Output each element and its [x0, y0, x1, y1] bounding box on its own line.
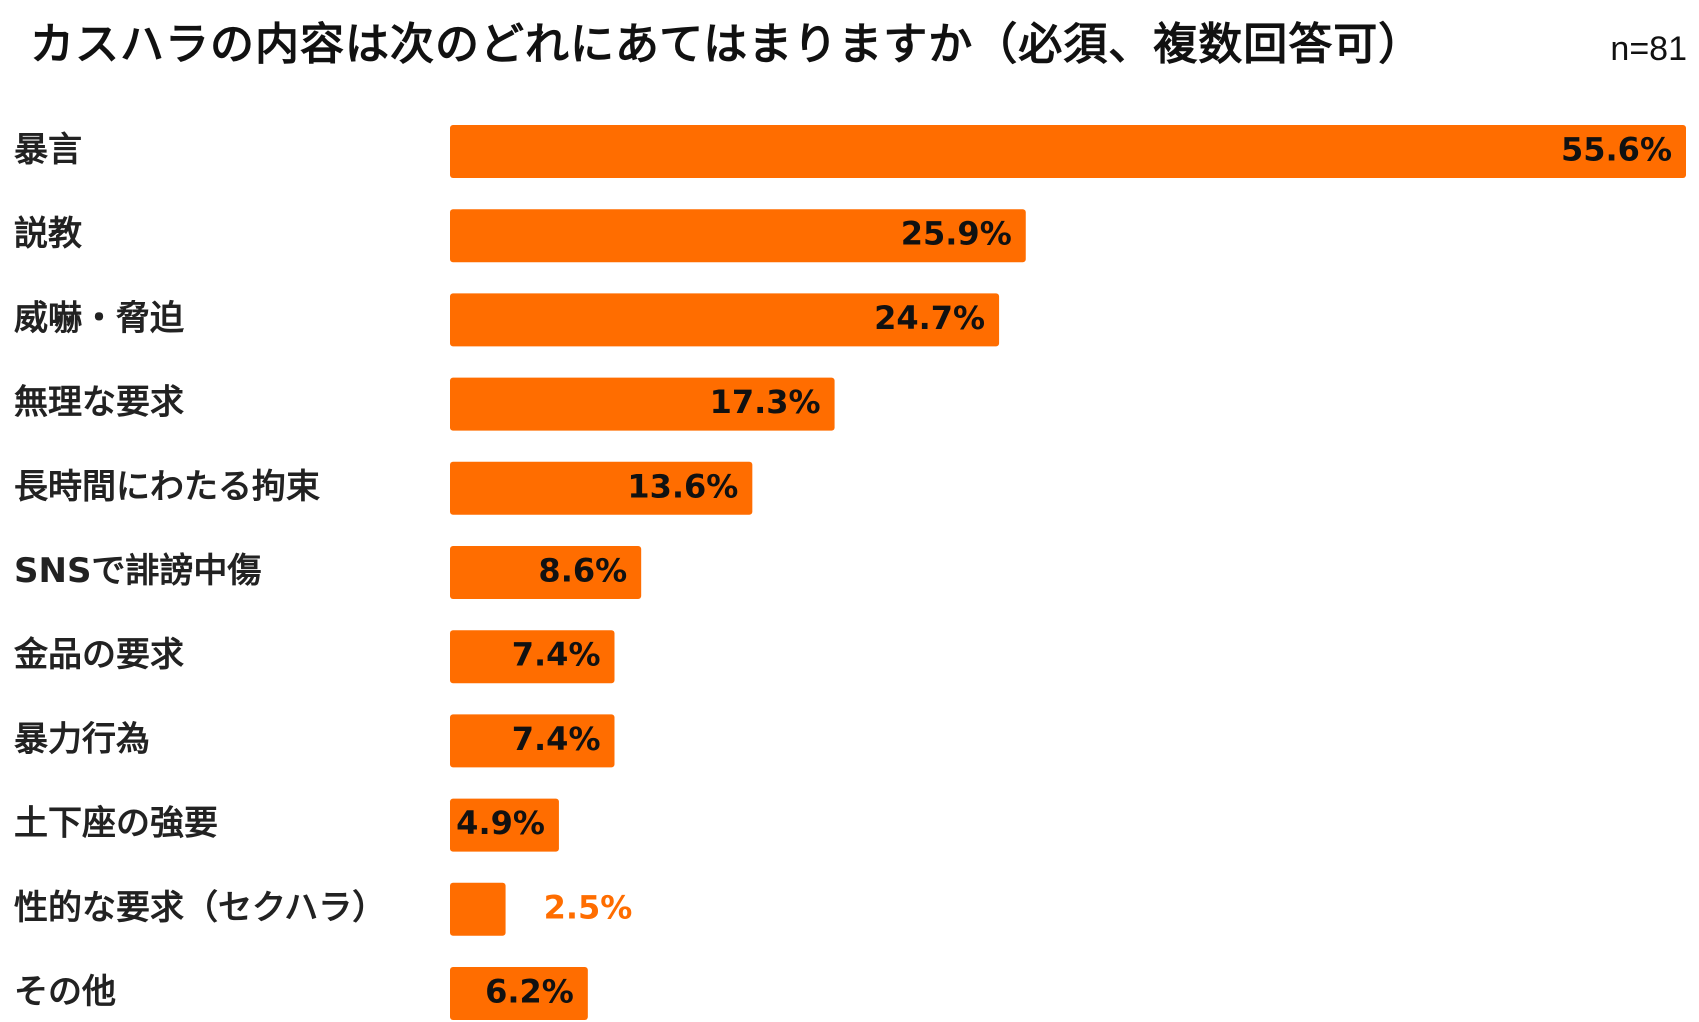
- category-label: SNSで誹謗中傷: [14, 551, 261, 591]
- value-label: 4.9%: [456, 804, 545, 842]
- value-label: 2.5%: [544, 888, 633, 926]
- value-label: 55.6%: [1561, 131, 1672, 169]
- value-label: 7.4%: [512, 636, 601, 674]
- bar: [450, 209, 1026, 263]
- value-label: 25.9%: [901, 215, 1012, 253]
- sample-size-label: n=81: [1610, 30, 1687, 68]
- bar: [450, 377, 835, 431]
- bar: [450, 461, 753, 515]
- bar: [450, 714, 615, 768]
- bar: [450, 967, 588, 1020]
- category-label: 暴力行為: [14, 719, 150, 759]
- bar: [450, 798, 559, 852]
- category-label: 長時間にわたる拘束: [14, 467, 320, 507]
- category-label: 説教: [14, 214, 82, 254]
- bar: [450, 546, 642, 599]
- value-label: 6.2%: [485, 973, 574, 1011]
- category-label: 無理な要求: [14, 383, 184, 423]
- value-label: 17.3%: [710, 383, 821, 421]
- category-label: 威嚇・脅迫: [14, 298, 184, 338]
- bar: [450, 293, 1000, 347]
- category-label: その他: [14, 972, 116, 1012]
- bar: [450, 125, 1686, 178]
- bar: [450, 882, 506, 936]
- category-label: 暴言: [14, 130, 82, 170]
- value-label: 7.4%: [512, 720, 601, 758]
- value-label: 13.6%: [627, 467, 738, 505]
- category-label: 土下座の強要: [14, 804, 218, 844]
- chart-title: カスハラの内容は次のどれにあてはまりますか（必須、複数回答可）: [30, 19, 1424, 70]
- value-label: 24.7%: [874, 299, 985, 337]
- category-label: 性的な要求（セクハラ）: [14, 888, 386, 928]
- bar: [450, 630, 615, 684]
- category-label: 金品の要求: [13, 635, 184, 675]
- value-label: 8.6%: [538, 552, 627, 590]
